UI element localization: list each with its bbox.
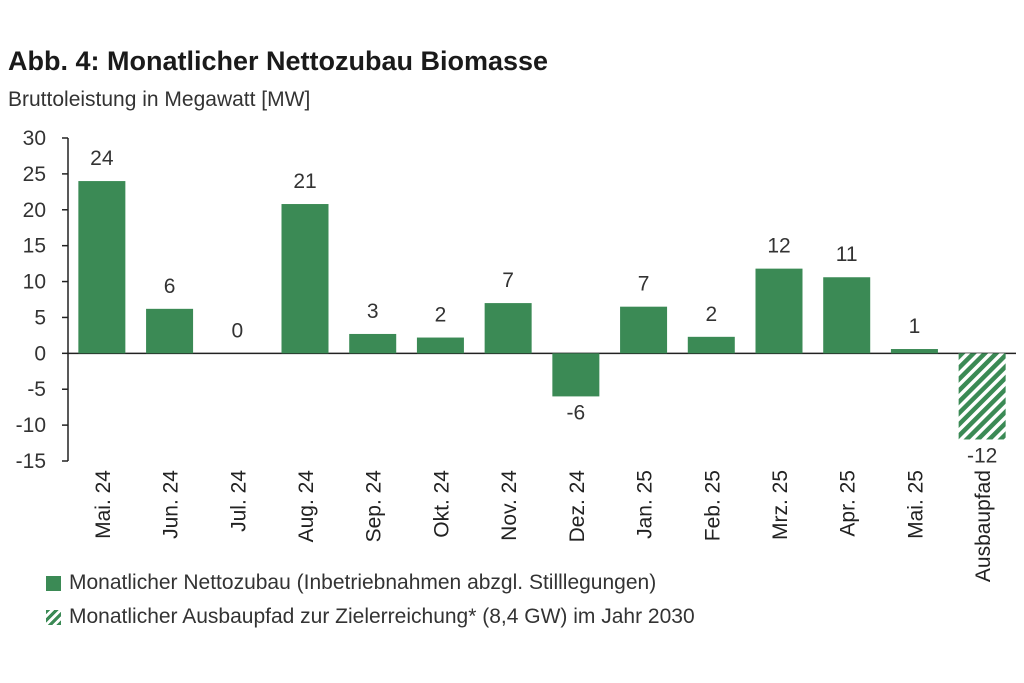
legend-swatch-hatched: [46, 609, 61, 625]
x-tick-label: Sep. 24: [363, 470, 386, 543]
x-tick-label: Jul. 24: [227, 470, 250, 532]
data-label: 2: [705, 303, 717, 326]
bar-ausbaupfad: [958, 353, 1006, 440]
x-tick-label: Mai. 25: [904, 470, 927, 539]
bar-mai-24: [78, 181, 126, 354]
bar-jan-25: [620, 306, 668, 354]
x-tick-label: Okt. 24: [430, 470, 453, 538]
legend-label-ausbaupfad: Monatlicher Ausbaupfad zur Zielerreichun…: [69, 605, 695, 628]
x-tick-label: Ausbaupfad: [972, 470, 995, 582]
data-label: 7: [638, 273, 650, 296]
x-tick-label: Mai. 24: [92, 470, 115, 539]
data-label: 24: [90, 147, 114, 170]
y-tick-label: 0: [34, 342, 46, 365]
x-tick-label: Jun. 24: [160, 470, 183, 539]
x-tick-label: Mrz. 25: [769, 470, 792, 540]
bar-sep-24: [349, 333, 397, 354]
bar-jun-24: [146, 308, 194, 354]
bar-aug-24: [281, 204, 329, 354]
data-label: 12: [767, 235, 790, 258]
data-label: -6: [567, 401, 586, 424]
x-tick-label: Nov. 24: [498, 470, 521, 541]
legend: Monatlicher Nettozubau (Inbetriebnahmen …: [46, 566, 695, 634]
x-tick-label: Dez. 24: [566, 470, 589, 543]
data-label: -12: [967, 444, 997, 467]
data-label: 1: [909, 315, 921, 338]
bar-dez-24: [552, 353, 600, 397]
legend-item-ausbaupfad: Monatlicher Ausbaupfad zur Zielerreichun…: [46, 600, 695, 634]
data-label: 6: [164, 275, 176, 298]
data-label: 2: [435, 304, 447, 327]
y-tick-label: 15: [23, 235, 46, 258]
legend-swatch-solid: [46, 575, 61, 591]
bar-mrz-25: [755, 268, 803, 354]
x-tick-label: Feb. 25: [701, 470, 724, 541]
x-tick-label: Apr. 25: [837, 470, 860, 537]
x-tick-label: Aug. 24: [295, 470, 318, 543]
data-label: 7: [502, 269, 514, 292]
y-tick-label: 30: [23, 127, 46, 150]
y-tick-label: -10: [16, 414, 46, 437]
y-tick-label: 20: [23, 199, 46, 222]
bar-nov-24: [484, 303, 532, 354]
data-label: 11: [836, 243, 858, 266]
chart-subtitle: Bruttoleistung in Megawatt [MW]: [8, 88, 311, 111]
data-label: 21: [293, 170, 316, 193]
bar-feb-25: [687, 336, 735, 354]
chart-title: Abb. 4: Monatlicher Nettozubau Biomasse: [8, 46, 549, 76]
y-tick-label: -5: [27, 378, 46, 401]
legend-label-nettozubau: Monatlicher Nettozubau (Inbetriebnahmen …: [69, 571, 657, 594]
bar-mai-25: [890, 349, 938, 354]
y-tick-label: 10: [23, 271, 46, 294]
x-tick-label: Jan. 25: [634, 470, 657, 539]
y-tick-label: 5: [34, 306, 46, 329]
y-tick-label: -15: [16, 450, 46, 473]
legend-item-nettozubau: Monatlicher Nettozubau (Inbetriebnahmen …: [46, 566, 695, 600]
data-label: 0: [231, 319, 243, 342]
bar-apr-25: [823, 277, 871, 354]
data-label: 3: [367, 300, 379, 323]
y-tick-label: 25: [23, 163, 46, 186]
bar-okt-24: [416, 337, 464, 354]
